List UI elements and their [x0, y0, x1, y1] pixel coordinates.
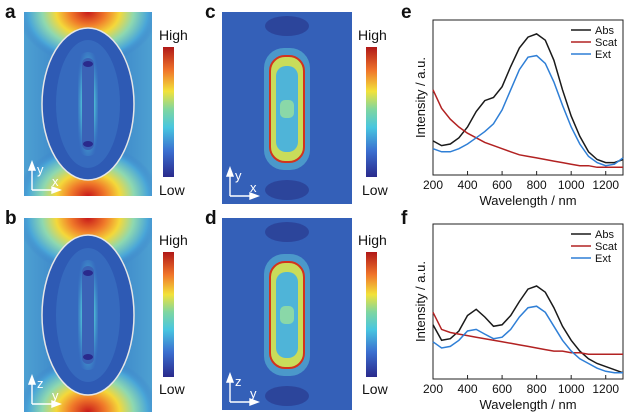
colorbar-a [163, 47, 174, 177]
x-tick-label: 1200 [592, 178, 619, 192]
series-line-ext [432, 305, 623, 374]
field-map-b: z y [24, 218, 152, 412]
colorbar-d [366, 252, 377, 377]
x-axis-label: Wavelength / nm [479, 193, 576, 208]
plot-frame [432, 19, 624, 176]
series-line-abs [432, 285, 624, 374]
y-axis-label: Intensity / a.u. [413, 261, 428, 342]
series-line-scat [432, 311, 623, 355]
axis-letter-vertical: y [37, 162, 44, 177]
panel-label-f: f [401, 208, 408, 229]
colorbar-high-label-d: High [358, 232, 387, 248]
x-tick-label: 200 [423, 178, 443, 192]
legend-label-abs: Abs [595, 25, 614, 37]
colorbar-high-label-a: High [159, 27, 188, 43]
axis-letter-horizontal: x [250, 180, 257, 195]
axis-indicator [225, 372, 260, 407]
colorbar-high-label-c: High [358, 27, 387, 43]
x-tick-label: 400 [458, 178, 478, 192]
field-map-d: z y [222, 218, 352, 410]
panel-label-e: e [401, 2, 412, 23]
field-map-c: y x [222, 12, 352, 204]
legend-label-abs: Abs [595, 229, 614, 241]
x-axis-label: Wavelength / nm [479, 397, 576, 412]
y-axis-label: Intensity / a.u. [413, 57, 428, 138]
axis-letter-vertical: z [235, 374, 242, 389]
axis-indicator [225, 166, 260, 201]
legend-label-ext: Ext [595, 253, 611, 265]
panel-label-a: a [5, 2, 16, 23]
x-tick-label: 600 [492, 382, 512, 396]
legend-label-scat: Scat [595, 37, 617, 49]
colorbar-low-label-a: Low [159, 182, 185, 198]
colorbar-high-label-b: High [159, 232, 188, 248]
plot-frame [432, 223, 624, 380]
x-tick-label: 1200 [592, 382, 619, 396]
field-map-a: y x [24, 12, 152, 196]
axis-letter-horizontal: y [52, 388, 59, 403]
colorbar-low-label-b: Low [159, 381, 185, 397]
colorbar-low-label-c: Low [362, 182, 388, 198]
chart-e: 200 400 600 800 1000 1200 Wavelength / nm Inten… [413, 19, 624, 208]
series-line-ext [432, 54, 624, 167]
panel-label-d: d [205, 208, 217, 229]
legend-label-scat: Scat [595, 241, 617, 253]
axis-letter-horizontal: x [52, 174, 59, 189]
x-tick-label: 800 [527, 178, 547, 192]
chart-f: 200 400 600 800 1000 1200 Wavelength / nm Inten… [413, 223, 624, 412]
legend-label-ext: Ext [595, 49, 611, 61]
panel-label-c: c [205, 2, 216, 23]
x-tick-label: 200 [423, 382, 443, 396]
x-tick-label: 600 [492, 178, 512, 192]
axis-indicator [27, 374, 62, 409]
x-tick-label: 800 [527, 382, 547, 396]
colorbar-c [366, 47, 377, 177]
axis-indicator [27, 160, 62, 195]
axis-letter-vertical: y [235, 168, 242, 183]
axis-letter-vertical: z [37, 376, 44, 391]
x-tick-label: 1000 [558, 178, 585, 192]
colorbar-b [163, 252, 174, 377]
panel-label-b: b [5, 208, 17, 229]
x-tick-label: 400 [458, 382, 478, 396]
series-line-scat [432, 89, 623, 169]
axis-letter-horizontal: y [250, 386, 257, 401]
colorbar-low-label-d: Low [362, 381, 388, 397]
x-tick-label: 1000 [558, 382, 585, 396]
